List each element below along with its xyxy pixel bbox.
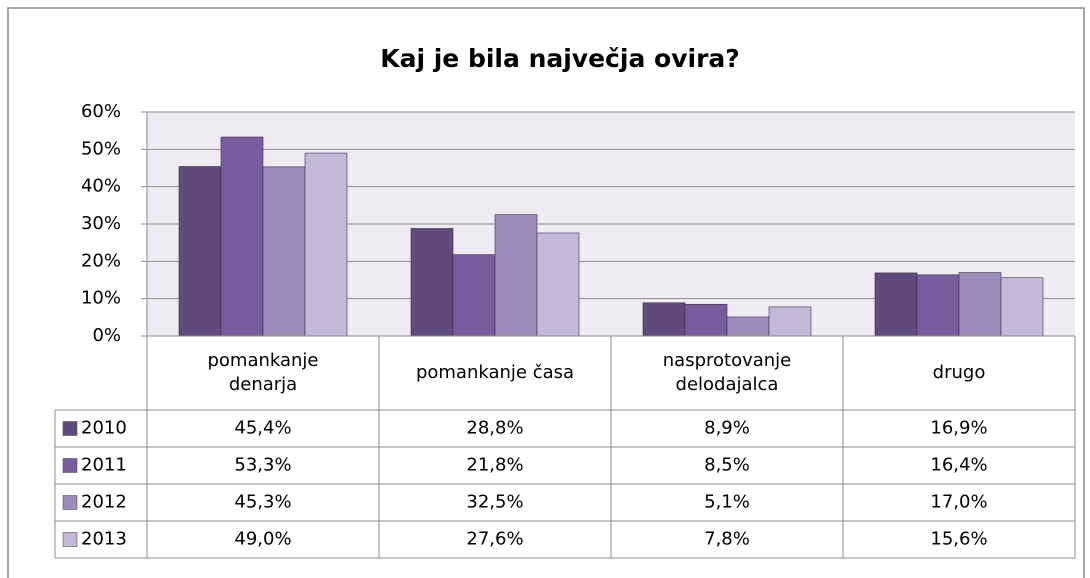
data-label: 16,4% (930, 455, 987, 476)
data-label: 17,0% (930, 492, 987, 513)
y-tick-label: 30% (81, 213, 121, 234)
data-label: 8,5% (704, 455, 750, 476)
bar (262, 166, 306, 337)
data-label: 45,4% (234, 418, 291, 439)
bar (874, 272, 918, 337)
bar (642, 302, 686, 337)
category-text: nasprotovanje delodajalca (662, 350, 792, 395)
data-label: 7,8% (704, 529, 750, 550)
legend-label: 2013 (81, 529, 127, 550)
data-label: 16,9% (930, 418, 987, 439)
legend-swatch (62, 532, 78, 547)
bar (494, 214, 538, 337)
category-label: nasprotovanje delodajalca (611, 336, 843, 410)
bar (220, 136, 264, 337)
data-label: 5,1% (704, 492, 750, 513)
data-label: 27,6% (466, 529, 523, 550)
category-label: pomankanje časa (379, 336, 611, 410)
y-tick-label: 20% (81, 250, 121, 271)
y-tick-label: 10% (81, 288, 121, 309)
category-text: pomankanje časa (415, 362, 575, 383)
legend-label: 2010 (81, 418, 127, 439)
data-label: 45,3% (234, 492, 291, 513)
legend-label: 2011 (81, 455, 127, 476)
y-tick-label: 0% (92, 325, 121, 346)
category-text: pomankanje denarja (207, 350, 319, 395)
data-label: 32,5% (466, 492, 523, 513)
bar (1000, 277, 1044, 337)
data-label: 15,6% (930, 529, 987, 550)
bar (410, 228, 454, 337)
bar (452, 254, 496, 337)
bar (178, 166, 222, 337)
y-tick-label: 50% (81, 138, 121, 159)
bar (726, 316, 770, 337)
bar (684, 303, 728, 337)
data-label: 21,8% (466, 455, 523, 476)
category-label: pomankanje denarja (147, 336, 379, 410)
legend-label: 2012 (81, 492, 127, 513)
legend-swatch (62, 421, 78, 436)
category-text: drugo (932, 362, 986, 383)
bar (916, 274, 960, 337)
chart-title: Kaj je bila največja ovira? (380, 44, 740, 73)
bar (958, 272, 1002, 337)
bar (536, 232, 580, 337)
data-label: 53,3% (234, 455, 291, 476)
y-tick-label: 40% (81, 176, 121, 197)
bar (304, 152, 348, 337)
data-label: 8,9% (704, 418, 750, 439)
data-label: 28,8% (466, 418, 523, 439)
bar (768, 306, 812, 337)
data-label: 49,0% (234, 529, 291, 550)
legend-swatch (62, 458, 78, 473)
legend-swatch (62, 495, 78, 510)
y-tick-label: 60% (81, 101, 121, 122)
category-label: drugo (843, 336, 1075, 410)
